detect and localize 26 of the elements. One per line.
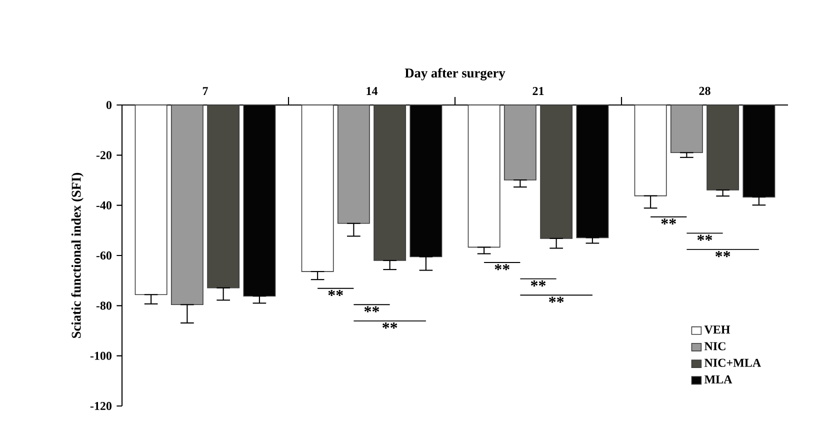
annotation: ** (697, 234, 712, 241)
legend-label: VEH (704, 326, 730, 334)
y-tick-label: -100 (90, 352, 112, 360)
legend-label: NIC+MLA (704, 358, 761, 367)
x-tick-label: 28 (699, 86, 710, 95)
annotation: ** (494, 264, 510, 270)
x-tick-label: 21 (532, 87, 544, 95)
annotation: ** (548, 296, 564, 303)
y-tick-label: -120 (90, 402, 112, 410)
y-tick-label: -60 (96, 251, 112, 260)
legend-label: NIC (704, 342, 726, 350)
y-axis-title: Sciatic functional index (SFI) (71, 172, 84, 338)
y-tick-label: -20 (96, 151, 112, 160)
x-tick-label: 14 (366, 87, 378, 95)
x-tick-label: 7 (202, 87, 208, 95)
annotation: ** (382, 322, 398, 329)
annotation: ** (364, 306, 380, 312)
annotation: ** (661, 218, 676, 224)
y-tick-label: -80 (96, 302, 112, 310)
annotation: ** (328, 290, 343, 296)
legend-label: MLA (704, 375, 732, 384)
x-axis-title: Day after surgery (404, 68, 506, 80)
annotation: ** (530, 280, 546, 286)
annotation: ** (715, 251, 730, 258)
y-tick-label: 0 (106, 100, 112, 110)
y-tick-label: -40 (96, 201, 112, 210)
